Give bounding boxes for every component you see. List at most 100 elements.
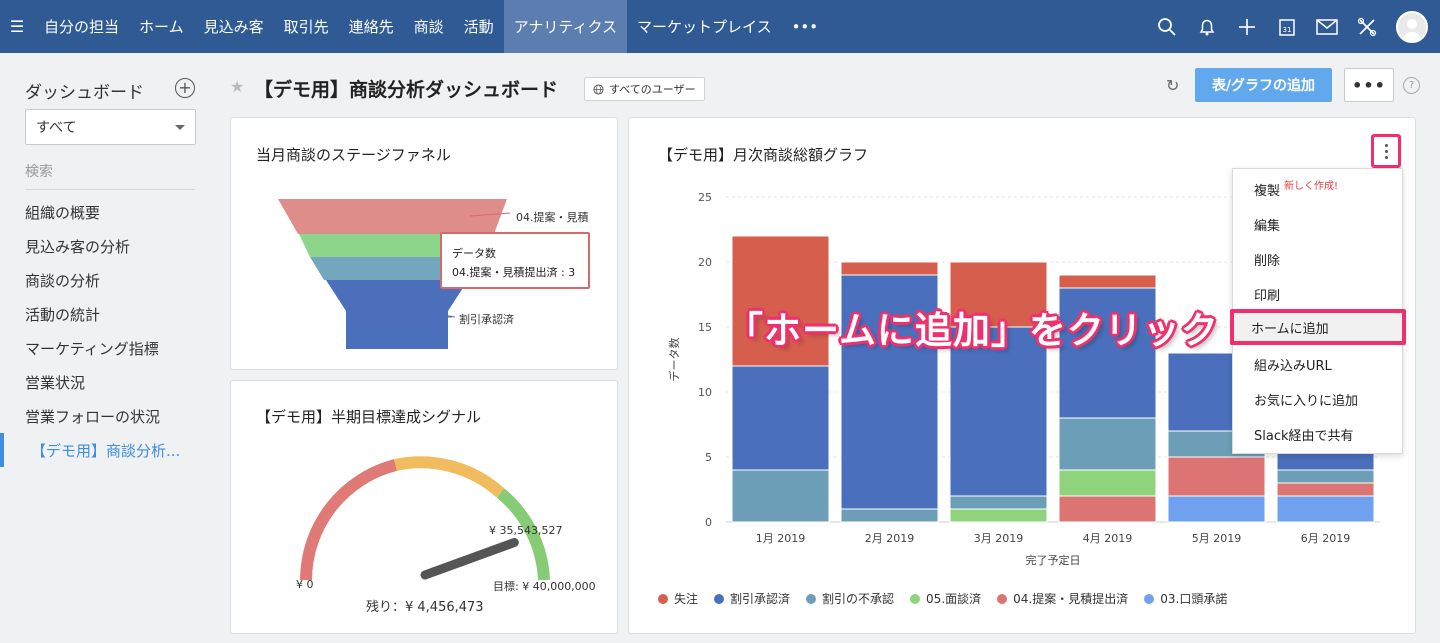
- menu-item-label: 組み込みURL: [1254, 359, 1332, 374]
- add-chart-button[interactable]: 表/グラフの追加: [1195, 68, 1332, 102]
- funnel-card-title: 当月商談のステージファネル: [256, 146, 451, 164]
- tools-icon[interactable]: [1356, 16, 1378, 38]
- bar-segment: [949, 495, 1048, 510]
- legend-dot: [1144, 593, 1155, 604]
- legend-label: 割引の不承認: [822, 592, 895, 606]
- mail-icon[interactable]: [1316, 16, 1338, 38]
- y-tick-label: 15: [698, 321, 712, 334]
- users-filter-button[interactable]: すべてのユーザー: [584, 77, 705, 101]
- legend-dot: [997, 593, 1008, 604]
- menu-item-label: ホームに追加: [1251, 321, 1329, 337]
- page-title: 【デモ用】商談分析ダッシュボード: [254, 79, 559, 101]
- nav-item[interactable]: 連絡先: [348, 18, 394, 36]
- bar-segment: [1167, 495, 1266, 523]
- nav-item[interactable]: •••: [791, 17, 819, 36]
- bar-segment: [840, 274, 939, 510]
- sidebar-item[interactable]: 活動の統計: [25, 305, 101, 324]
- menu-item[interactable]: 組み込みURL: [1233, 347, 1404, 382]
- menu-item[interactable]: 印刷: [1233, 277, 1404, 312]
- menu-item-label: 削除: [1254, 254, 1281, 269]
- nav-item[interactable]: アナリティクス: [503, 0, 628, 53]
- refresh-icon[interactable]: ↻: [1166, 76, 1180, 95]
- legend-item[interactable]: 05.面談済: [910, 590, 981, 607]
- menu-icon[interactable]: ☰: [9, 17, 25, 36]
- nav-item[interactable]: 商談: [413, 18, 444, 36]
- legend-item[interactable]: 04.提案・見積提出済: [997, 590, 1128, 607]
- sidebar-item[interactable]: 営業状況: [25, 373, 86, 392]
- chart-options-kebab-icon[interactable]: [1371, 134, 1401, 168]
- gauge-current-label: ¥ 35,543,527: [489, 524, 563, 537]
- nav-item[interactable]: ホーム: [139, 18, 184, 36]
- nav-item[interactable]: 見込み客: [203, 18, 264, 36]
- legend-item[interactable]: 03.口頭承諾: [1144, 590, 1227, 607]
- sidebar: ダッシュボード + すべて 検索 組織の概要見込み客の分析 商談の分析活動の統計マ…: [0, 53, 215, 643]
- sidebar-item[interactable]: マーケティング指標: [25, 339, 159, 358]
- y-axis-label: データ数: [667, 338, 681, 382]
- legend-item[interactable]: 失注: [658, 590, 698, 607]
- users-filter-label: すべてのユーザー: [609, 83, 696, 96]
- legend-dot: [714, 593, 725, 604]
- menu-item-label: お気に入りに追加: [1254, 394, 1359, 409]
- sidebar-search-input[interactable]: 検索: [25, 161, 195, 190]
- menu-item-label: 複製: [1254, 184, 1281, 199]
- menu-item[interactable]: お気に入りに追加: [1233, 382, 1404, 417]
- legend-label: 05.面談済: [926, 592, 982, 606]
- sidebar-item[interactable]: 商談の分析: [25, 271, 101, 290]
- menu-item[interactable]: 複製 新しく作成!: [1233, 172, 1404, 207]
- bar-segment: [1058, 417, 1157, 471]
- bar-segment: [731, 235, 830, 367]
- x-tick-label: 3月 2019: [974, 532, 1024, 545]
- menu-item[interactable]: 編集: [1233, 207, 1404, 242]
- dashboard-filter-select[interactable]: すべて: [25, 109, 196, 145]
- sidebar-item[interactable]: 【デモ用】商談分析...: [0, 433, 215, 467]
- nav-item[interactable]: 取引先: [283, 18, 329, 36]
- nav-item[interactable]: マーケットプレイス: [637, 18, 772, 36]
- sidebar-title: ダッシュボード: [25, 83, 144, 103]
- nav-item[interactable]: 自分の担当: [44, 18, 120, 36]
- bar-segment: [731, 365, 830, 471]
- menu-item[interactable]: ホームに追加: [1230, 309, 1406, 345]
- x-tick-label: 4月 2019: [1083, 532, 1133, 545]
- y-tick-label: 0: [705, 516, 712, 529]
- legend-dot: [806, 593, 817, 604]
- favorite-star-icon[interactable]: ★: [230, 77, 245, 96]
- menu-item-label: Slack経由で共有: [1254, 429, 1354, 444]
- legend-item[interactable]: 割引の不承認: [806, 590, 894, 607]
- bar-segment: [1276, 495, 1375, 523]
- more-options-button[interactable]: •••: [1344, 68, 1394, 102]
- gauge-band-green: [496, 488, 550, 581]
- sidebar-item[interactable]: 見込み客の分析: [25, 237, 131, 256]
- funnel-label-bottom: 割引承認済: [459, 313, 514, 326]
- avatar[interactable]: [1396, 10, 1428, 43]
- menu-item[interactable]: 削除: [1233, 242, 1404, 277]
- menu-item[interactable]: Slack経由で共有: [1233, 417, 1404, 452]
- sidebar-item[interactable]: 営業フォローの状況: [25, 407, 161, 426]
- funnel-stage-4: [326, 280, 468, 349]
- bar-segment: [949, 326, 1048, 497]
- sidebar-item[interactable]: 組織の概要: [25, 203, 101, 222]
- search-icon[interactable]: [1156, 16, 1178, 38]
- annotation-callout: 「ホームに追加」をクリック: [726, 309, 1219, 352]
- calendar-icon[interactable]: 31: [1276, 16, 1298, 38]
- add-dashboard-icon[interactable]: +: [175, 78, 195, 98]
- legend-dot: [658, 593, 668, 604]
- x-tick-label: 6月 2019: [1301, 532, 1351, 545]
- legend-label: 04.提案・見積提出済: [1013, 592, 1129, 606]
- nav-item[interactable]: 活動: [463, 18, 494, 36]
- funnel-label-top: 04.提案・見積: [516, 211, 589, 224]
- bar-segment: [1058, 495, 1157, 523]
- y-tick-label: 5: [705, 451, 712, 464]
- gauge-band-red: [300, 459, 398, 581]
- nav-right-icons: 31: [1156, 0, 1428, 53]
- gauge-remaining-label: 残り：¥ 4,456,473: [366, 600, 484, 615]
- help-icon[interactable]: ?: [1403, 77, 1420, 94]
- plus-icon[interactable]: [1236, 16, 1258, 38]
- svg-text:31: 31: [1283, 26, 1292, 34]
- legend-label: 割引承認済: [730, 592, 791, 606]
- funnel-tooltip: データ数 04.提案・見積提出済 : 3: [440, 232, 590, 289]
- x-tick-label: 5月 2019: [1192, 532, 1242, 545]
- y-tick-label: 10: [698, 386, 712, 399]
- bell-icon[interactable]: [1196, 16, 1218, 38]
- legend-item[interactable]: 割引承認済: [714, 590, 790, 607]
- gauge-chart: [300, 456, 550, 581]
